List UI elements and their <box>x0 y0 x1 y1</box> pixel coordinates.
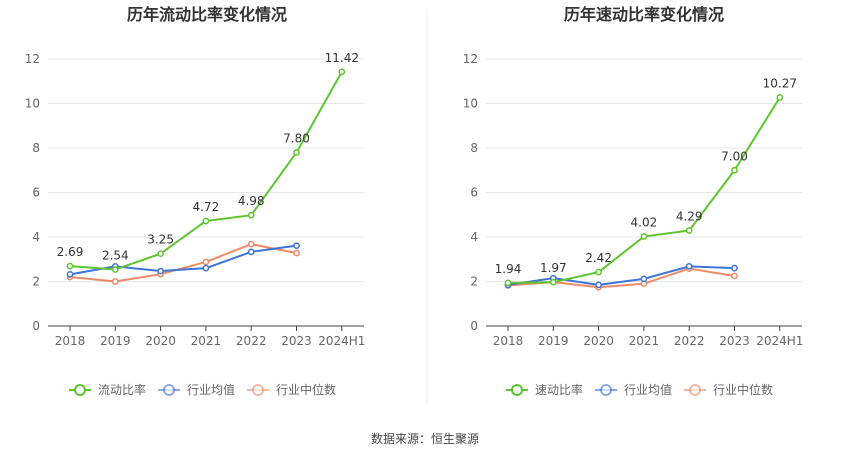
x-tick-label: 2023 <box>719 334 750 348</box>
data-point <box>776 94 784 101</box>
y-tick-label: 2 <box>32 275 40 289</box>
data-point <box>685 263 693 270</box>
data-label: 10.27 <box>763 76 797 90</box>
data-point <box>111 278 119 285</box>
x-tick-label: 2019 <box>100 334 131 348</box>
x-tick-label: 2018 <box>55 334 86 348</box>
legend-swatch-marker <box>511 384 523 396</box>
y-tick-label: 8 <box>470 141 478 155</box>
data-point <box>549 278 557 286</box>
data-point <box>66 262 74 270</box>
data-point <box>202 258 210 266</box>
data-point <box>247 248 255 256</box>
y-tick-label: 6 <box>470 186 478 200</box>
data-label: 7.80 <box>283 131 310 145</box>
legend-label: 行业中位数 <box>713 382 773 397</box>
data-label: 4.02 <box>631 216 658 230</box>
legend-swatch-marker <box>163 384 175 396</box>
data-point <box>66 271 74 278</box>
data-point <box>504 279 512 287</box>
chart-title: 历年流动比率变化情况 <box>127 5 287 24</box>
y-tick-label: 0 <box>32 319 40 333</box>
y-tick-label: 10 <box>25 97 40 111</box>
legend-swatch-marker <box>689 384 701 396</box>
x-tick-label: 2018 <box>493 334 524 348</box>
y-tick-label: 4 <box>32 230 40 244</box>
y-tick-label: 12 <box>25 52 40 66</box>
data-label: 4.72 <box>193 200 220 214</box>
x-tick-label: 2021 <box>629 334 660 348</box>
data-point <box>247 240 255 248</box>
data-label: 2.69 <box>57 245 84 259</box>
data-point <box>640 275 648 283</box>
legend-swatch-marker <box>74 384 86 396</box>
legend-label: 行业均值 <box>624 382 672 397</box>
data-label: 4.29 <box>676 210 703 224</box>
legend-label: 流动比率 <box>98 382 146 397</box>
data-point <box>157 250 164 258</box>
data-label: 4.98 <box>238 194 265 208</box>
data-point <box>293 242 300 250</box>
x-tick-label: 2024H1 <box>756 334 803 348</box>
legend-label: 行业均值 <box>187 382 235 397</box>
data-point <box>595 281 602 289</box>
data-point <box>247 211 255 219</box>
data-point <box>640 233 648 240</box>
data-point <box>202 217 210 225</box>
data-point <box>293 249 300 257</box>
x-tick-label: 2022 <box>236 334 267 348</box>
x-tick-label: 2020 <box>583 334 614 348</box>
data-point <box>731 272 738 280</box>
data-point <box>202 264 210 272</box>
data-point <box>111 266 119 273</box>
y-tick-label: 10 <box>463 97 478 111</box>
series-line-1 <box>69 244 297 276</box>
y-tick-label: 2 <box>470 275 478 289</box>
data-label: 3.25 <box>147 233 174 247</box>
x-tick-label: 2024H1 <box>318 334 365 348</box>
data-label: 11.42 <box>325 51 359 65</box>
legend-label: 行业中位数 <box>276 382 336 397</box>
data-label: 7.00 <box>721 149 748 163</box>
y-tick-label: 12 <box>463 52 478 66</box>
chart-title: 历年速动比率变化情况 <box>564 5 724 24</box>
data-label: 1.94 <box>495 262 522 276</box>
data-label: 1.97 <box>540 261 567 275</box>
data-point <box>293 149 300 156</box>
x-tick-label: 2019 <box>538 334 569 348</box>
x-tick-label: 2021 <box>191 334 222 348</box>
y-tick-label: 8 <box>32 141 40 155</box>
y-tick-label: 0 <box>470 319 478 333</box>
data-label: 2.42 <box>585 251 612 265</box>
series-line-0 <box>507 96 781 284</box>
legend-swatch-marker <box>252 384 264 396</box>
series-line-2 <box>69 243 297 283</box>
data-point <box>731 166 738 174</box>
x-tick-label: 2023 <box>281 334 312 348</box>
y-tick-label: 4 <box>470 230 478 244</box>
data-source-note: 数据来源：恒生聚源 <box>371 431 479 446</box>
legend-label: 速动比率 <box>535 382 583 397</box>
data-point <box>338 68 346 76</box>
x-tick-label: 2020 <box>145 334 176 348</box>
series-line-1 <box>507 265 735 286</box>
series-line-0 <box>69 71 343 271</box>
y-tick-label: 6 <box>32 186 40 200</box>
current-ratio-chart: 历年流动比率变化情况 0 2 4 6 8 10 12 2018 2019 2020 2021 2022… <box>25 5 366 397</box>
data-label: 2.54 <box>102 248 129 262</box>
x-tick-label: 2022 <box>674 334 705 348</box>
data-point <box>157 267 164 275</box>
data-point <box>731 264 738 272</box>
data-point <box>595 268 602 276</box>
legend-swatch-marker <box>600 384 612 396</box>
data-point <box>685 227 693 234</box>
quick-ratio-chart: 历年速动比率变化情况 0 2 4 6 8 10 12 2018 2019 2020 2021 2022… <box>463 5 804 397</box>
